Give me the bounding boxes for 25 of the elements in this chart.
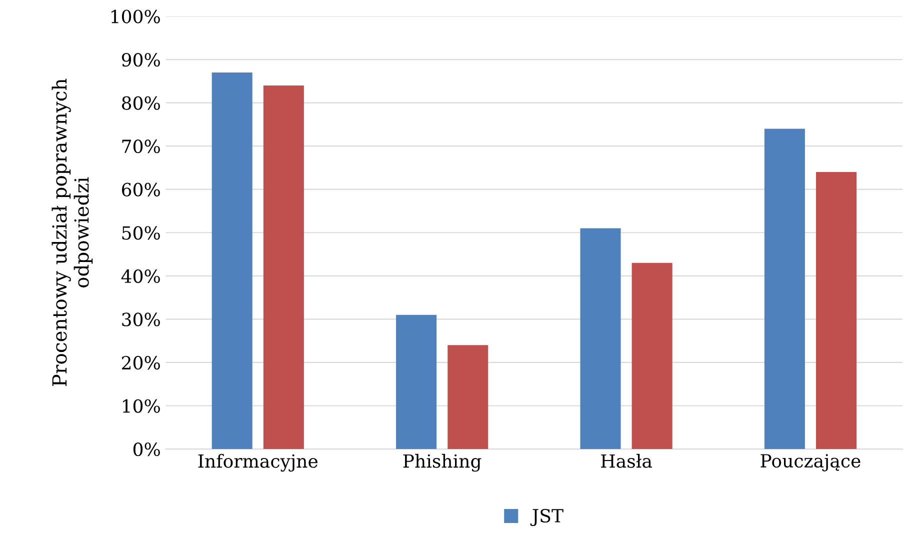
bar bbox=[580, 228, 621, 450]
x-tick-label: Informacyjne bbox=[198, 454, 318, 472]
y-tick-label: 100% bbox=[112, 10, 160, 24]
y-tick-label: 70% bbox=[122, 140, 160, 154]
y-tick-label: 50% bbox=[122, 226, 160, 240]
x-tick-label: Pouczające bbox=[760, 454, 860, 472]
legend-label: JST bbox=[530, 508, 564, 526]
y-tick-label: 20% bbox=[122, 356, 160, 370]
bar bbox=[396, 314, 437, 450]
y-tick-label: 80% bbox=[122, 96, 160, 110]
bar bbox=[212, 72, 252, 450]
y-tick-label: 0% bbox=[133, 442, 160, 456]
bar bbox=[816, 172, 857, 450]
bar bbox=[448, 345, 488, 450]
y-tick-label: 60% bbox=[122, 182, 160, 196]
y-tick-label: 90% bbox=[122, 52, 160, 67]
x-tick-label: Phishing bbox=[403, 454, 482, 472]
y-tick-label: 30% bbox=[122, 312, 160, 326]
x-tick-label: Hasła bbox=[601, 454, 652, 468]
bar bbox=[632, 262, 672, 450]
y-tick-label: 10% bbox=[122, 399, 160, 413]
y-tick-label: 40% bbox=[121, 269, 160, 284]
bar bbox=[263, 85, 304, 450]
y-axis-title: Procentowy udział poprawnych odpowiedzi bbox=[52, 78, 93, 386]
bar bbox=[764, 128, 805, 450]
